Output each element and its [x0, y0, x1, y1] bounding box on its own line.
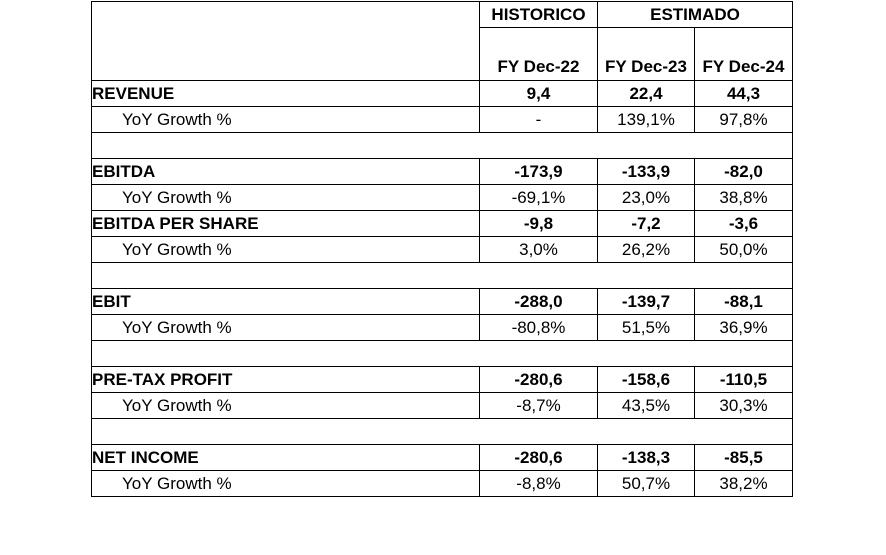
cell-hist: -8,7%: [479, 392, 598, 419]
row-label: YoY Growth %: [91, 470, 480, 497]
header-fy-dec-24: FY Dec-24: [694, 27, 793, 81]
cell-hist: -8,8%: [479, 470, 598, 497]
cell-e1: 22,4: [597, 80, 695, 107]
table-row: REVENUE 9,4 22,4 44,3: [91, 80, 793, 107]
table-row: YoY Growth % -80,8% 51,5% 36,9%: [91, 314, 793, 341]
spacer-row: [91, 132, 793, 159]
table-row: EBIT -288,0 -139,7 -88,1: [91, 288, 793, 315]
cell-e1: 50,7%: [597, 470, 695, 497]
cell-e1: -158,6: [597, 366, 695, 393]
header-fy-dec-23: FY Dec-23: [597, 27, 695, 81]
row-label: EBITDA: [91, 158, 480, 185]
row-label: EBIT: [91, 288, 480, 315]
spacer-cell: [91, 262, 793, 289]
cell-hist: -288,0: [479, 288, 598, 315]
cell-hist: -9,8: [479, 210, 598, 237]
spacer-row: [91, 418, 793, 445]
spacer-row: [91, 340, 793, 367]
spacer-cell: [91, 340, 793, 367]
cell-e1: 43,5%: [597, 392, 695, 419]
cell-e2: -85,5: [694, 444, 793, 471]
table-row: EBITDA -173,9 -133,9 -82,0: [91, 158, 793, 185]
cell-e2: 30,3%: [694, 392, 793, 419]
cell-hist: -173,9: [479, 158, 598, 185]
cell-hist: -280,6: [479, 444, 598, 471]
cell-e2: 44,3: [694, 80, 793, 107]
cell-e1: -133,9: [597, 158, 695, 185]
cell-e2: 38,8%: [694, 184, 793, 211]
header-period-row: FY Dec-22 FY Dec-23 FY Dec-24: [91, 27, 793, 81]
cell-e1: 23,0%: [597, 184, 695, 211]
cell-e2: 38,2%: [694, 470, 793, 497]
table-row: EBITDA PER SHARE -9,8 -7,2 -3,6: [91, 210, 793, 237]
cell-e1: 51,5%: [597, 314, 695, 341]
financial-table: HISTORICO ESTIMADO FY Dec-22 FY Dec-23 F…: [91, 1, 793, 497]
table-row: PRE-TAX PROFIT -280,6 -158,6 -110,5: [91, 366, 793, 393]
cell-e1: -138,3: [597, 444, 695, 471]
cell-e2: 36,9%: [694, 314, 793, 341]
cell-e1: 26,2%: [597, 236, 695, 263]
cell-e2: -3,6: [694, 210, 793, 237]
header-blank-cell: [91, 1, 480, 28]
row-label: YoY Growth %: [91, 314, 480, 341]
cell-hist: -69,1%: [479, 184, 598, 211]
header-group-row: HISTORICO ESTIMADO: [91, 1, 793, 28]
cell-hist: 3,0%: [479, 236, 598, 263]
header-blank-cell: [91, 27, 480, 81]
spacer-cell: [91, 132, 793, 159]
table-row: YoY Growth % -69,1% 23,0% 38,8%: [91, 184, 793, 211]
table-row: YoY Growth % 3,0% 26,2% 50,0%: [91, 236, 793, 263]
cell-hist: -80,8%: [479, 314, 598, 341]
table-row: YoY Growth % -8,8% 50,7% 38,2%: [91, 470, 793, 497]
cell-e1: -139,7: [597, 288, 695, 315]
row-label: YoY Growth %: [91, 106, 480, 133]
table-row: NET INCOME -280,6 -138,3 -85,5: [91, 444, 793, 471]
row-label: REVENUE: [91, 80, 480, 107]
row-label: YoY Growth %: [91, 392, 480, 419]
cell-e2: 97,8%: [694, 106, 793, 133]
cell-hist: 9,4: [479, 80, 598, 107]
cell-e1: -7,2: [597, 210, 695, 237]
cell-e2: 50,0%: [694, 236, 793, 263]
spacer-row: [91, 262, 793, 289]
cell-e2: -88,1: [694, 288, 793, 315]
header-historico: HISTORICO: [479, 1, 598, 28]
cell-e2: -82,0: [694, 158, 793, 185]
header-estimado: ESTIMADO: [597, 1, 793, 28]
row-label: PRE-TAX PROFIT: [91, 366, 480, 393]
row-label: NET INCOME: [91, 444, 480, 471]
cell-hist: -: [479, 106, 598, 133]
row-label: YoY Growth %: [91, 236, 480, 263]
spacer-cell: [91, 418, 793, 445]
cell-hist: -280,6: [479, 366, 598, 393]
table-row: YoY Growth % -8,7% 43,5% 30,3%: [91, 392, 793, 419]
cell-e1: 139,1%: [597, 106, 695, 133]
row-label: EBITDA PER SHARE: [91, 210, 480, 237]
row-label: YoY Growth %: [91, 184, 480, 211]
cell-e2: -110,5: [694, 366, 793, 393]
header-fy-dec-22: FY Dec-22: [479, 27, 598, 81]
table-row: YoY Growth % - 139,1% 97,8%: [91, 106, 793, 133]
